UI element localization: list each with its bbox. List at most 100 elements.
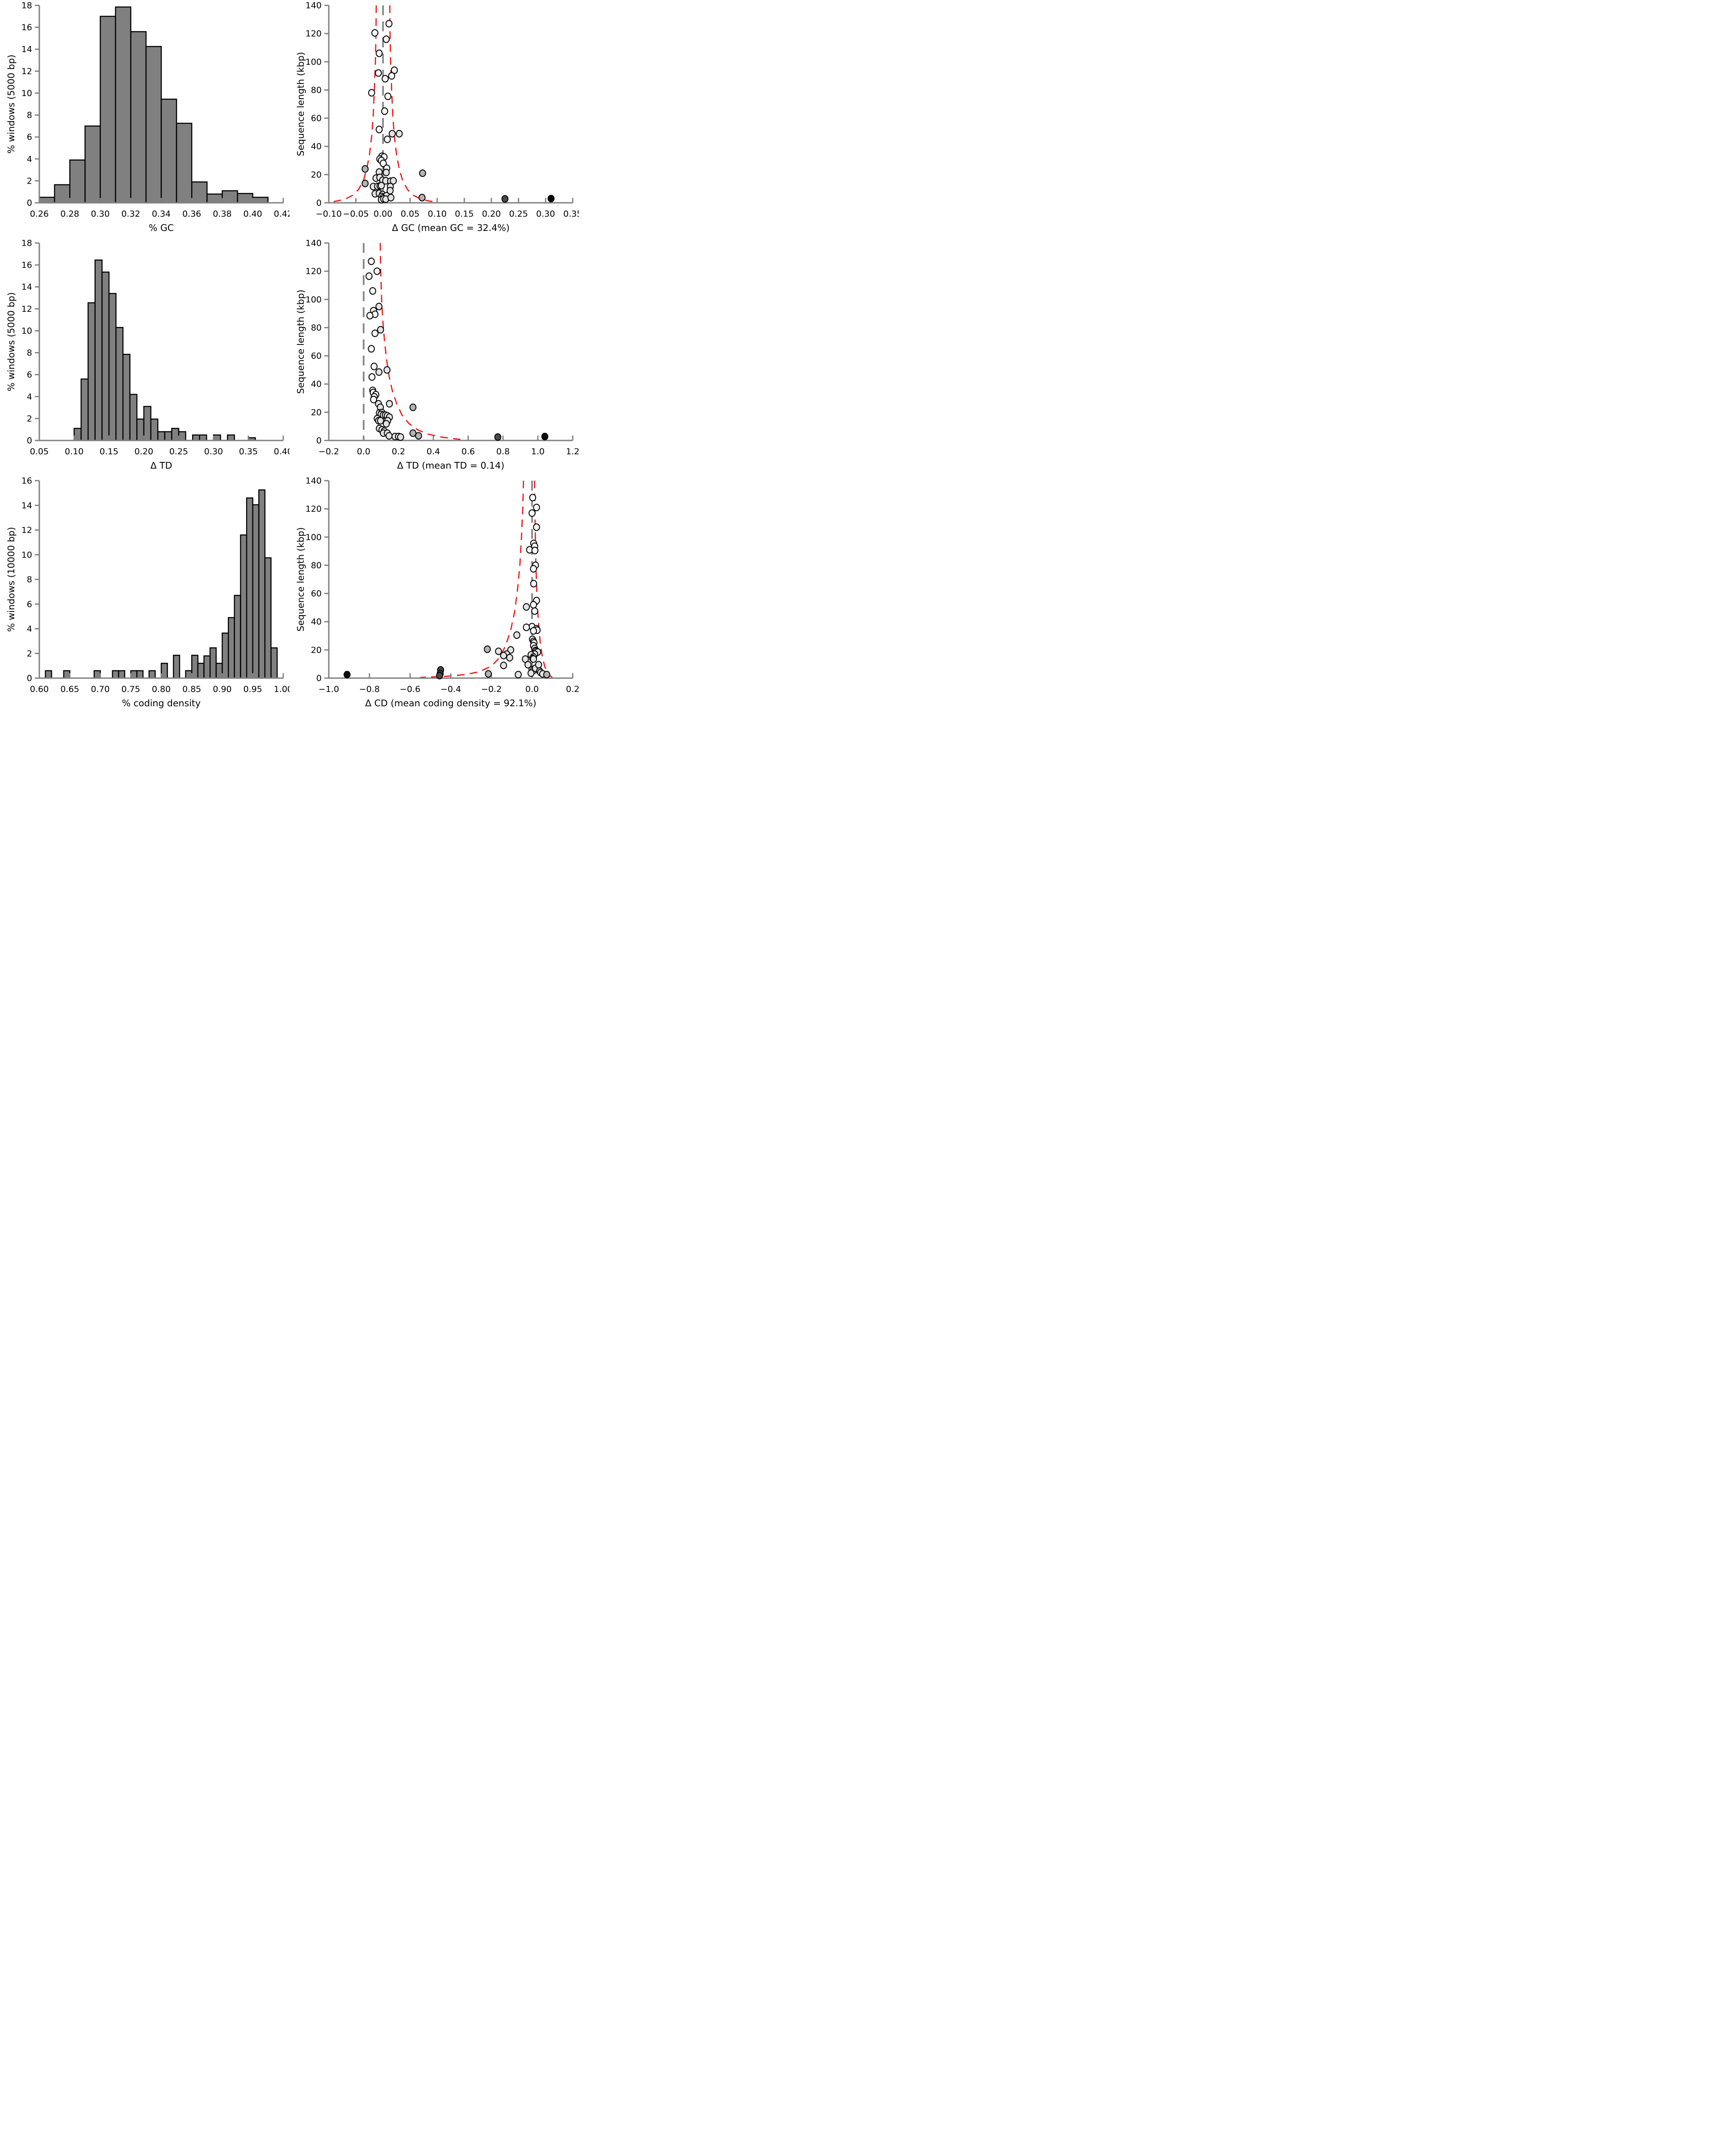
histogram-bar [108,293,117,441]
histogram-bar [112,670,119,679]
x-tick-label: 0.80 [152,684,171,694]
scatter-point [375,368,383,376]
panel-cd-scatter: −1.0 −0.8 −0.6 −0.4 −0.2 0.0 0.2 0 20 40 60 80 100 12… [289,475,579,713]
scatter-point [370,362,378,370]
histogram-bar [69,159,86,204]
confidence-funnel [379,243,461,440]
histogram-bar [115,327,124,441]
x-axis: −0.2 0.0 0.2 0.4 0.6 0.8 1.0 1.2 [319,436,579,457]
histogram-bar [129,394,138,441]
x-axis-label: Δ CD (mean coding density = 92.1%) [365,698,536,708]
x-tick-label: −0.10 [316,209,342,219]
scatter-point [533,503,540,511]
y-tick-label: 80 [311,85,322,95]
gc-histogram-chart: 0.26 0.28 0.30 0.32 0.34 0.36 0.38 0.40 0.42 0 2 4 6… [6,1,289,234]
x-tick-label: 0.30 [536,209,555,219]
scatter-point [506,654,513,662]
scatter-point [385,20,393,28]
histogram-bar [206,193,223,204]
y-tick-label: 12 [21,525,32,535]
y-tick-label: 16 [21,476,32,486]
scatter-point [377,417,384,425]
y-tick-label: 0 [27,436,32,446]
scatter-point [377,182,385,189]
histogram-bar [130,670,138,679]
scatter-point [376,49,383,57]
x-tick-label: 0.30 [204,447,223,457]
panel-gc-scatter: −0.10 −0.05 0.00 0.05 0.10 0.15 0.20 0.25 0.30 0.… [289,0,579,238]
x-tick-label: 0.85 [182,684,201,694]
histogram-bar [171,428,180,441]
x-tick-label: 0.2 [392,447,405,457]
x-tick-label: 1.2 [566,447,579,457]
scatter-point [501,195,509,203]
x-tick-label: 0.42 [274,209,289,219]
scatter-point [397,433,404,441]
scatter-point [419,169,426,177]
x-axis-label: Δ TD (mean TD = 0.14) [397,460,504,471]
y-tick-label: 10 [21,550,32,560]
x-tick-label: 0.15 [455,209,474,219]
y-axis: 0 20 40 60 80 100 120 140 [306,1,329,208]
scatter-points [344,494,550,679]
scatter-point [381,107,388,115]
scatter-point [547,195,555,202]
y-tick-label: 0 [316,198,322,208]
histogram-bar [80,378,89,441]
histogram-bar [136,670,144,679]
histogram-bar [252,197,269,204]
y-axis-label: % windows (10000 bp) [6,527,17,632]
y-tick-label: 14 [21,45,32,54]
x-tick-label: 0.8 [496,447,510,457]
y-tick-label: 10 [21,326,32,336]
scatter-point [436,671,443,679]
x-tick-label: 0.05 [30,447,49,457]
y-tick-label: 120 [306,267,322,277]
x-tick-label: −0.6 [400,684,420,694]
panel-gc-histogram: 0.26 0.28 0.30 0.32 0.34 0.36 0.38 0.40 0.42 0 2 4 6… [0,0,289,238]
y-tick-label: 2 [27,649,32,658]
scatter-point [524,661,532,669]
scatter-point [370,396,377,403]
figure-grid: 0.260.280.300.320.340.360.380.400.420246… [0,0,579,713]
x-tick-label: 0.26 [30,209,49,219]
scatter-point [494,433,502,441]
scatter-point [388,72,395,80]
y-tick-label: 100 [306,532,322,542]
y-tick-label: 80 [311,561,322,570]
x-axis: −0.10 −0.05 0.00 0.05 0.10 0.15 0.20 0.25 0.30 0.… [316,198,579,219]
panel-td-scatter: −0.2 0.0 0.2 0.4 0.6 0.8 1.0 1.2 0 20 40 60 80 100 120… [289,238,579,475]
scatter-point [375,69,382,77]
x-tick-label: 0.20 [134,447,153,457]
scatter-point [369,287,377,295]
scatter-point [485,670,492,678]
scatter-point [382,35,390,43]
scatter-point [382,75,389,83]
scatter-point [409,429,417,437]
x-tick-label: 0.40 [243,209,262,219]
histogram-bar [73,428,82,441]
histogram-bar [203,655,211,679]
scatter-points [361,20,555,204]
y-tick-label: 20 [311,170,322,180]
scatter-point [523,603,530,611]
x-tick-label: 0.05 [401,209,419,219]
y-tick-label: 16 [21,260,32,270]
histogram-bar [93,670,101,679]
x-tick-label: 0.35 [239,447,258,457]
x-axis-label: % GC [149,222,174,233]
scatter-point [361,165,369,173]
scatter-point [531,546,539,554]
y-axis: 0 20 40 60 80 100 120 140 [306,476,329,683]
y-tick-label: 14 [21,501,32,511]
y-tick-label: 8 [27,348,32,358]
y-tick-label: 140 [306,476,322,486]
x-tick-label: 0.65 [60,684,79,694]
y-axis: 0 20 40 60 80 100 120 140 [306,239,329,446]
histogram-bar [240,534,247,679]
scatter-point [373,267,381,275]
scatter-point [484,645,491,653]
x-tick-label: 0.10 [428,209,447,219]
histogram-bar [118,670,126,679]
histogram-bar [237,193,253,204]
